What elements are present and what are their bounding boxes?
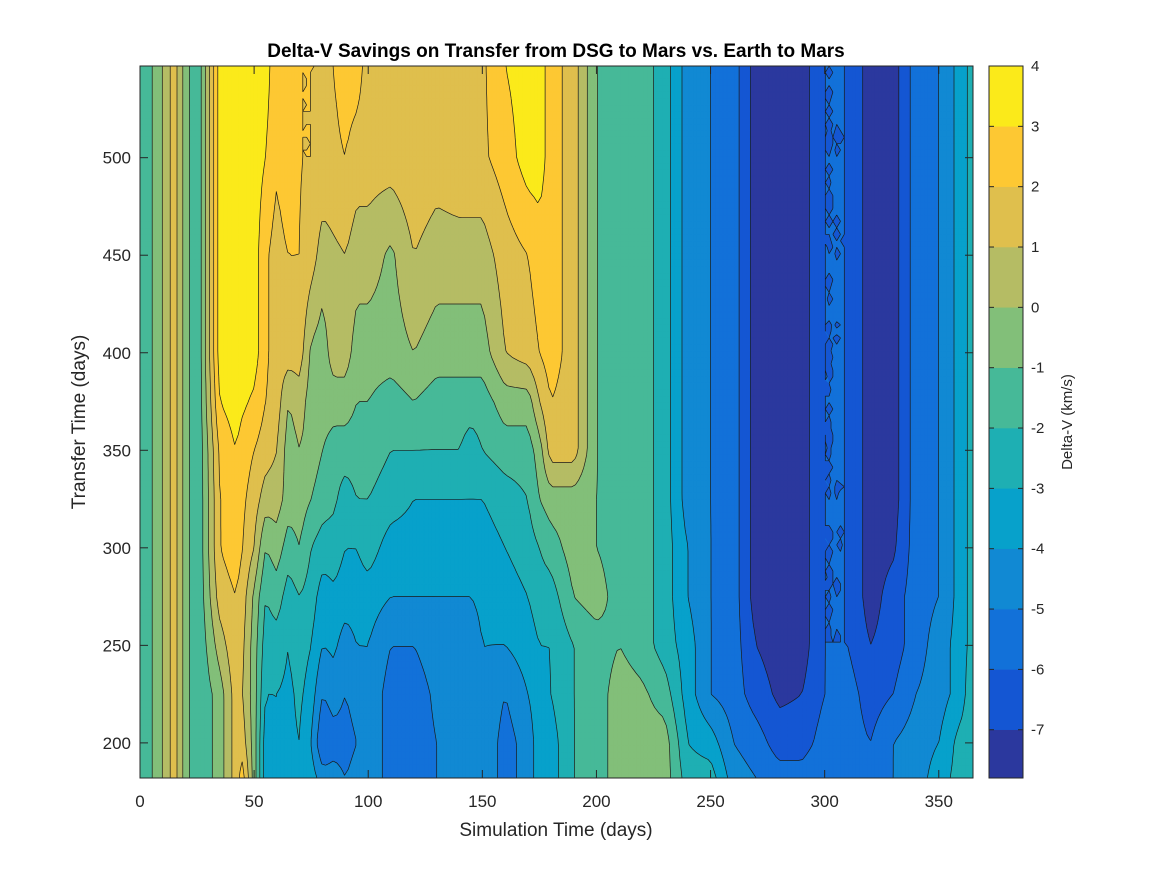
chart-title: Delta-V Savings on Transfer from DSG to … <box>267 41 845 62</box>
colorbar-swatch <box>988 126 1024 187</box>
colorbar-swatch <box>988 729 1024 779</box>
x-tick-label: 100 <box>354 792 382 811</box>
colorbar-swatch <box>988 427 1024 489</box>
contour-line <box>750 66 900 709</box>
x-tick-label: 350 <box>925 792 953 811</box>
y-tick-label: 250 <box>103 636 131 655</box>
contour-line <box>213 66 563 778</box>
x-tick-label: 200 <box>582 792 610 811</box>
y-axis: 200 250 300 350 400 450 500 <box>103 149 973 753</box>
colorbar: 4 3 2 1 0 -1 -2 -3 -4 -5 -6 -7 <box>988 58 1044 779</box>
x-tick-label: 250 <box>696 792 724 811</box>
contour-fills <box>140 66 973 778</box>
colorbar-swatch <box>988 307 1024 368</box>
x-tick-label: 0 <box>135 792 144 811</box>
colorbar-swatch <box>988 186 1024 248</box>
colorbar-tick-label: -6 <box>1031 661 1044 678</box>
colorbar-swatch <box>988 65 1024 127</box>
colorbar-tick-label: -7 <box>1031 722 1044 739</box>
colorbar-swatch <box>988 669 1024 730</box>
colorbar-tick-label: 1 <box>1031 239 1039 256</box>
colorbar-tick-label: 2 <box>1031 179 1039 196</box>
contour-line <box>259 66 973 778</box>
y-tick-label: 350 <box>103 441 131 460</box>
axes-box <box>139 65 974 779</box>
y-axis-label: Transfer Time (days) <box>69 335 90 510</box>
y-tick-label: 400 <box>103 344 131 363</box>
colorbar-tick-label: -4 <box>1031 541 1044 558</box>
y-tick-label: 200 <box>103 734 131 753</box>
colorbar-tick-label: -3 <box>1031 480 1044 497</box>
contour-band <box>217 66 546 445</box>
colorbar-tick-label: 0 <box>1031 299 1039 316</box>
y-tick-label: 500 <box>103 149 131 168</box>
colorbar-frame <box>988 65 1024 779</box>
y-tick-label: 300 <box>103 539 131 558</box>
colorbar-swatch <box>988 548 1024 610</box>
contour-line <box>263 66 968 778</box>
colorbar-tick-label: 4 <box>1031 58 1039 75</box>
colorbar-tick-label: 3 <box>1031 118 1039 135</box>
colorbar-swatch <box>988 608 1024 670</box>
x-tick-label: 300 <box>810 792 838 811</box>
contour-line <box>151 66 671 778</box>
colorbar-tick-label: -5 <box>1031 601 1044 618</box>
contour-line <box>310 66 955 778</box>
x-tick-label: 150 <box>468 792 496 811</box>
y-tick-label: 450 <box>103 246 131 265</box>
x-tick-label: 50 <box>245 792 264 811</box>
contour-line <box>217 66 546 445</box>
contour-line <box>738 66 911 761</box>
contour-lines <box>151 66 973 778</box>
contour-line <box>316 66 939 778</box>
colorbar-tick-label: -2 <box>1031 420 1044 437</box>
x-axis-label: Simulation Time (days) <box>459 820 652 841</box>
plot-area <box>140 66 973 778</box>
x-axis: 0 50 100 150 200 250 300 350 <box>135 66 953 811</box>
contour-line <box>169 66 579 778</box>
colorbar-swatch <box>988 246 1024 308</box>
colorbar-label: Delta-V (km/s) <box>1059 374 1076 470</box>
colorbar-swatch <box>988 367 1024 429</box>
contour-line <box>161 66 588 778</box>
colorbar-swatch <box>988 488 1024 549</box>
colorbar-tick-label: -1 <box>1031 360 1044 377</box>
